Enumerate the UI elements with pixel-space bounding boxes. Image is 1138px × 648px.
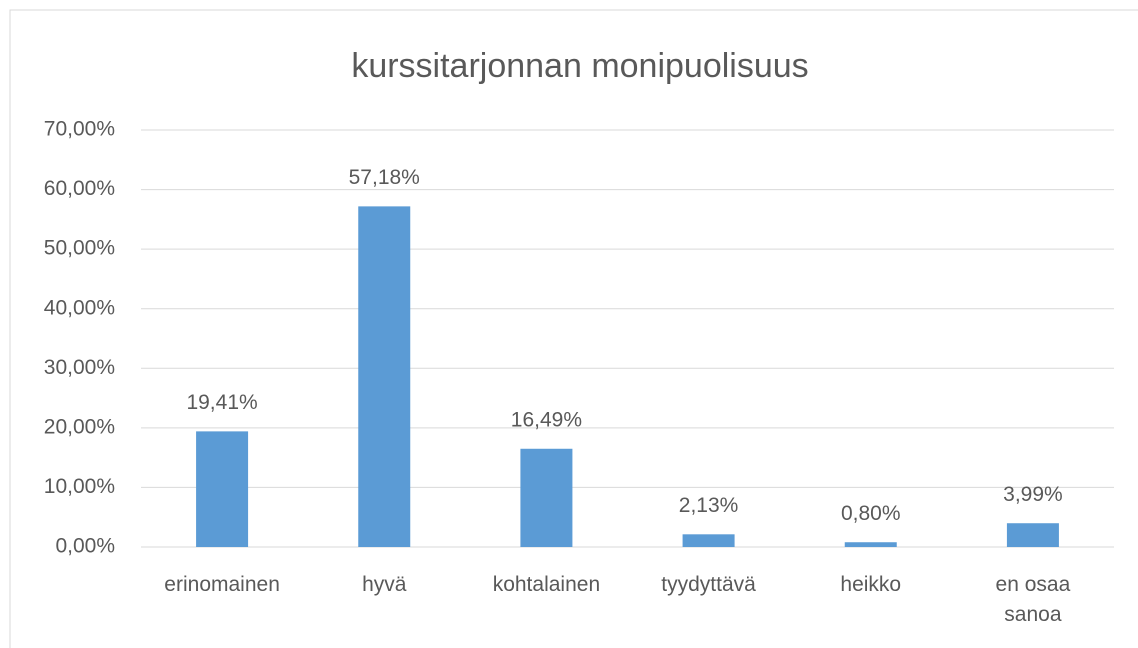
- data-label: 3,99%: [1003, 483, 1063, 506]
- bar: [844, 542, 897, 547]
- bar: [682, 534, 735, 547]
- data-label: 16,49%: [511, 408, 582, 431]
- y-tick-label: 20,00%: [44, 415, 115, 438]
- data-label: 0,80%: [841, 502, 901, 525]
- chart-border: [9, 9, 1138, 648]
- y-tick-label: 70,00%: [44, 118, 115, 141]
- x-tick-label: en osaa sanoa: [995, 573, 1071, 626]
- x-tick-label: heikko: [840, 573, 902, 596]
- bar: [520, 448, 573, 547]
- y-tick-label: 40,00%: [44, 296, 115, 319]
- data-label: 2,13%: [679, 494, 739, 517]
- y-tick-label: 0,00%: [55, 535, 115, 558]
- chart-title: kurssitarjonnan monipuolisuus: [351, 47, 808, 85]
- data-label: 19,41%: [186, 391, 257, 414]
- x-tick-label: tyydyttävä: [661, 573, 756, 596]
- bar: [196, 431, 249, 547]
- bar: [358, 206, 411, 547]
- x-tick-label: kohtalainen: [492, 573, 601, 596]
- x-tick-label: hyvä: [362, 573, 407, 596]
- data-label: 57,18%: [349, 166, 420, 189]
- y-tick-label: 50,00%: [44, 237, 115, 260]
- y-tick-label: 10,00%: [44, 475, 115, 498]
- y-tick-label: 30,00%: [44, 356, 115, 379]
- y-tick-label: 60,00%: [44, 177, 115, 200]
- bar: [1006, 523, 1059, 547]
- x-tick-label: erinomainen: [164, 573, 280, 596]
